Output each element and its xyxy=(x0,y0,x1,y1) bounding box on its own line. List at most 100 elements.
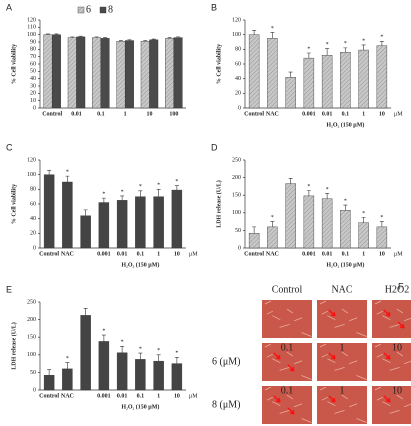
error-bar xyxy=(343,204,348,211)
x-tick-label: NAC xyxy=(61,393,74,399)
error-bar xyxy=(65,362,70,369)
x-tick-label: 10 xyxy=(174,393,180,399)
error-bar xyxy=(101,334,106,342)
error-bar xyxy=(65,175,70,182)
significance: * xyxy=(175,179,178,185)
bar xyxy=(376,226,388,249)
bar xyxy=(358,49,369,109)
bar xyxy=(43,34,53,109)
x-tick-label: NAC xyxy=(61,251,74,257)
cell xyxy=(279,410,290,414)
x-axis-title: H₂O₂ (150 μM) xyxy=(326,261,364,268)
legend-swatch xyxy=(77,6,85,14)
significance: * xyxy=(157,183,160,189)
error-bar xyxy=(252,29,257,35)
error-bar xyxy=(325,193,330,199)
y-axis-title: % Cell viability xyxy=(11,184,17,224)
error-bar xyxy=(361,217,366,223)
micrograph xyxy=(317,386,367,424)
y-tick-label: 120 xyxy=(27,17,36,23)
bar xyxy=(76,36,86,109)
bar xyxy=(267,38,278,109)
bar xyxy=(153,360,164,391)
x-tick-label: 10 xyxy=(147,111,153,117)
y-tick-label: 0 xyxy=(238,245,241,251)
cell xyxy=(356,332,367,337)
row-label: 8 (μM) xyxy=(212,399,240,410)
cell xyxy=(272,401,281,407)
panel-letter: F xyxy=(398,281,404,291)
cell xyxy=(356,418,367,423)
x-tick-label: 0.01 xyxy=(71,111,82,117)
x-axis-title: H₂O₂ (150 μM) xyxy=(326,121,364,128)
x-tick-label: 1 xyxy=(124,111,127,117)
y-tick-label: 0 xyxy=(33,245,36,251)
y-tick-label: 20 xyxy=(30,91,36,97)
y-tick-label: 100 xyxy=(27,172,36,178)
x-unit: μM xyxy=(189,251,198,257)
significance: * xyxy=(139,184,142,190)
cell xyxy=(341,394,349,400)
error-bar xyxy=(288,178,293,184)
cell xyxy=(396,351,404,357)
cell xyxy=(321,310,328,315)
y-tick-label: 80 xyxy=(30,187,36,193)
x-tick-label: Control xyxy=(42,111,62,117)
panel-letter: A xyxy=(6,2,12,12)
cell xyxy=(266,353,273,358)
cell xyxy=(264,343,272,348)
cell xyxy=(279,324,290,328)
y-tick-label: 120 xyxy=(27,157,36,163)
arrow xyxy=(287,364,295,372)
error-bar xyxy=(83,209,88,216)
significance: * xyxy=(139,346,142,352)
significance: * xyxy=(121,340,124,346)
significance: * xyxy=(102,192,105,198)
x-tick-label: 0.1 xyxy=(137,393,145,399)
error-bar xyxy=(70,36,75,38)
x-tick-label: Control xyxy=(244,251,264,257)
x-axis-title: H₂O₂ (150 μM) xyxy=(121,261,159,268)
bar xyxy=(135,196,146,249)
cell xyxy=(389,324,400,328)
cell xyxy=(321,396,328,401)
bar xyxy=(43,174,55,249)
panel-letter: C xyxy=(6,142,13,152)
y-tick-label: 50 xyxy=(30,370,36,376)
legend-swatch xyxy=(99,6,107,14)
significance: * xyxy=(157,348,160,354)
cell xyxy=(294,360,303,365)
x-tick-label: 10 xyxy=(174,251,180,257)
bar xyxy=(248,34,260,109)
bar xyxy=(165,38,175,109)
cell xyxy=(374,300,382,305)
cell-label: 1 xyxy=(340,342,345,353)
cell xyxy=(301,375,312,380)
error-bar xyxy=(361,44,366,51)
micrograph xyxy=(262,343,312,381)
x-tick-label: 0.01 xyxy=(117,393,128,399)
y-tick-label: 100 xyxy=(27,352,36,358)
cell-label: 0.1 xyxy=(281,385,294,396)
significance: * xyxy=(175,351,178,357)
x-tick-label: 0.1 xyxy=(97,111,105,117)
y-tick-label: 150 xyxy=(232,193,241,199)
x-tick-label: Control xyxy=(39,393,59,399)
cell xyxy=(286,308,294,314)
x-tick-label: Control xyxy=(244,111,264,117)
error-bar xyxy=(120,195,125,201)
cell xyxy=(349,317,358,322)
bar xyxy=(116,200,128,249)
y-tick-label: 60 xyxy=(30,201,36,207)
cell-label: 10 xyxy=(392,385,402,396)
bar xyxy=(153,196,164,249)
significance: * xyxy=(121,189,124,195)
column-header: NAC xyxy=(331,284,352,295)
x-tick-label: 0.001 xyxy=(302,111,316,117)
bar xyxy=(376,45,388,109)
bar xyxy=(62,368,73,391)
cell xyxy=(382,315,391,321)
cell-label: 0.1 xyxy=(281,342,294,353)
cell xyxy=(319,300,327,305)
micrograph xyxy=(372,343,411,381)
